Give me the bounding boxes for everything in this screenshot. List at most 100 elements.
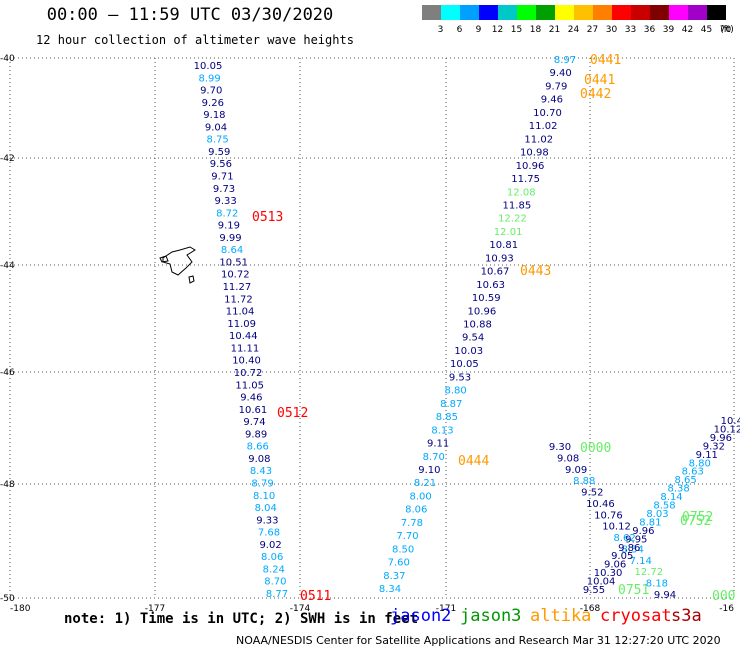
wave-height-value: 8.99 [198, 73, 220, 84]
wave-height-value: 9.32 [703, 441, 725, 452]
wave-height-value: 7.60 [388, 558, 410, 569]
axis-labels: -40 -42 -44 -46 -48 -50-180 -177 -174 -171 -168 -1… [0, 54, 734, 614]
wave-height-value: 9.10 [418, 465, 440, 476]
wave-height-value: 10.67 [481, 267, 510, 278]
color-scale-label: 3 [438, 25, 444, 35]
time-label: 000 [712, 589, 735, 604]
time-label: 0444 [458, 454, 489, 469]
longitude-label: -168 [580, 604, 601, 614]
time-label: 0000 [580, 441, 611, 456]
map-title: 00:00 – 11:59 UTC 03/30/2020 [46, 5, 334, 25]
wave-height-value: 10.46 [586, 499, 615, 510]
wave-height-value: 9.89 [245, 429, 267, 440]
satellite-altika: altika [530, 606, 592, 626]
color-scale-label: 36 [644, 25, 656, 35]
color-swatch [669, 5, 688, 20]
wave-height-value: 9.33 [256, 515, 278, 526]
satellite-jason3: jason3 [460, 606, 522, 626]
color-scale-label: 15 [511, 25, 522, 35]
wave-height-value: 8.64 [221, 245, 243, 256]
wave-height-value: 10.70 [533, 108, 562, 119]
wave-height-value: 11.27 [223, 282, 252, 293]
wave-height-value: 9.02 [259, 540, 281, 551]
latitude-label: -48 [0, 480, 15, 490]
time-label: 0752 [680, 514, 711, 529]
color-scale-label: 18 [530, 25, 542, 35]
wave-height-value: 9.54 [462, 333, 484, 344]
wave-height-value: 12.08 [507, 187, 536, 198]
color-scale-label: 33 [625, 25, 636, 35]
latitude-label: -46 [0, 368, 15, 378]
color-scale-label: 21 [549, 25, 560, 35]
wave-height-value: 9.79 [545, 81, 567, 92]
wave-height-value: 8.70 [264, 577, 286, 588]
wave-height-value: 11.05 [235, 380, 264, 391]
time-label: 0441 [590, 53, 621, 68]
wave-height-value: 9.94 [654, 590, 676, 601]
wave-height-value: 9.09 [565, 465, 587, 476]
color-scale: 3 6 9 12 15 18 21 24 27 30 33 36 39 42 45 70(ft) [422, 5, 734, 35]
latitude-label: -50 [0, 594, 15, 604]
wave-height-value: 8.65 [675, 475, 697, 486]
wave-height-value: 7.70 [396, 531, 418, 542]
wave-height-value: 10.03 [454, 346, 483, 357]
wave-height-value: 10.05 [450, 359, 479, 370]
latitude-label: -40 [0, 54, 15, 64]
wave-height-value: 9.08 [248, 454, 270, 465]
wave-height-value: 9.73 [213, 184, 235, 195]
time-label: 0512 [277, 406, 308, 421]
color-scale-label: 39 [663, 25, 675, 35]
color-swatch [707, 5, 726, 20]
color-swatch [517, 5, 536, 20]
wave-height-value: 8.37 [383, 571, 405, 582]
latitude-label: -44 [0, 261, 15, 271]
credit-line: NOAA/NESDIS Center for Satellite Applica… [236, 634, 721, 647]
wave-height-value: 8.88 [573, 476, 595, 487]
wave-height-value: 12.01 [494, 227, 523, 238]
wave-height-value: 9.19 [218, 221, 240, 232]
color-swatch [631, 5, 650, 20]
color-swatch [441, 5, 460, 20]
satellite-cryosat: cryosat [600, 606, 672, 626]
wave-height-value: 10.72 [234, 368, 263, 379]
time-label: 0511 [300, 589, 331, 604]
wave-height-value: 11.04 [226, 307, 255, 318]
satellite-jason2: jason2 [390, 606, 452, 626]
color-swatch [593, 5, 612, 20]
time-label: 0513 [252, 210, 283, 225]
map-grid [9, 57, 735, 599]
wave-height-value: 10.30 [594, 568, 623, 579]
wave-height-value: 8.06 [261, 552, 283, 563]
wave-height-value: 9.59 [208, 147, 230, 158]
wave-height-value: 9.46 [240, 393, 262, 404]
color-swatch [460, 5, 479, 20]
color-swatch [688, 5, 707, 20]
wave-height-value: 8.00 [409, 491, 431, 502]
color-scale-unit: (ft) [720, 25, 734, 35]
wave-height-value: 8.43 [250, 466, 272, 477]
wave-height-value: 9.46 [541, 95, 563, 106]
wave-height-value: 10.51 [219, 257, 248, 268]
color-swatch [574, 5, 593, 20]
color-scale-label: 70 [720, 25, 732, 35]
wave-height-value: 8.04 [255, 503, 277, 514]
wave-height-value: 9.70 [200, 86, 222, 97]
wave-height-value: 9.05 [611, 551, 633, 562]
wave-height-value: 8.75 [206, 135, 228, 146]
longitude-label: -174 [290, 604, 311, 614]
wave-height-value: 9.52 [581, 488, 603, 499]
time-label: 0443 [520, 264, 551, 279]
wave-height-value: 9.08 [557, 453, 579, 464]
wave-height-value: 9.86 [618, 543, 640, 554]
color-swatch [612, 5, 631, 20]
color-scale-label: 30 [606, 25, 618, 35]
wave-height-value: 8.50 [392, 544, 414, 555]
wave-height-value: 8.66 [247, 442, 269, 453]
wave-height-value: 8.06 [405, 505, 427, 516]
wave-height-value: 8.54 [622, 544, 644, 555]
longitude-label: -16 [719, 604, 734, 614]
wave-height-value: 10.88 [463, 320, 492, 331]
color-swatch [650, 5, 669, 20]
wave-height-value: 11.02 [529, 121, 558, 132]
wave-height-value: 10.44 [229, 331, 258, 342]
